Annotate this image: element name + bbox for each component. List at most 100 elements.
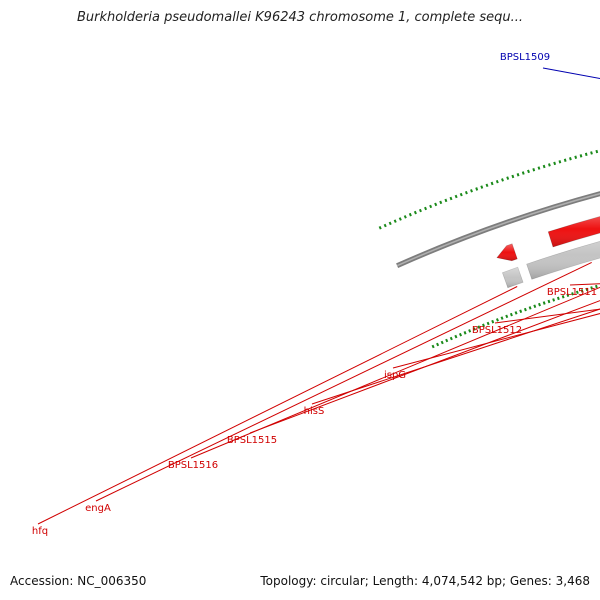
- inner-tick-minor: [477, 325, 481, 329]
- inner-tick-minor: [505, 314, 509, 319]
- inner-tick-minor: [454, 334, 458, 339]
- tick-minor: [553, 161, 557, 166]
- tick-minor: [454, 194, 458, 199]
- gene-label-hfq[interactable]: hfq: [32, 526, 48, 537]
- gene-label-enga[interactable]: engA: [85, 503, 111, 514]
- tick-minor: [444, 198, 448, 203]
- tick-minor: [398, 217, 402, 221]
- inner-tick-minor: [509, 312, 513, 317]
- inner-tick-minor: [445, 338, 449, 343]
- tick-minor: [506, 176, 510, 180]
- tick-minor: [511, 174, 515, 179]
- tick-minor: [449, 196, 453, 201]
- tick-minor: [569, 157, 572, 161]
- inner-tick-minor: [552, 298, 556, 302]
- gene-block-0-shading: [502, 267, 524, 288]
- tick-minor: [558, 160, 562, 164]
- tick-minor: [527, 169, 530, 174]
- inner-tick-minor: [528, 306, 532, 310]
- tick-minor: [495, 179, 499, 184]
- tick-minor: [595, 149, 599, 154]
- tick-minor: [521, 171, 525, 175]
- inner-tick-minor: [482, 323, 486, 328]
- tick-minor: [548, 163, 551, 167]
- inner-tick-minor: [486, 321, 490, 326]
- inner-tick-minor: [523, 307, 527, 312]
- inner-tick-minor: [500, 316, 504, 320]
- gene-label-leader: [190, 286, 600, 459]
- gene-label-layer: BPSL1509BPSL1511BPSL1512ispGhisSBPSL1515…: [32, 52, 600, 537]
- kbp-tick-track: 1748 kbp1749 kbp1750 kbp1751 kbp1752 kbp…: [378, 149, 600, 349]
- accession-text: Accession: NC_006350: [10, 574, 147, 588]
- inner-tick-minor: [590, 286, 594, 290]
- tick-minor: [378, 225, 382, 230]
- gene-label-leader: [392, 313, 600, 369]
- tick-minor: [542, 164, 546, 169]
- tick-minor: [475, 187, 479, 191]
- inner-tick-minor: [561, 295, 565, 299]
- tick-minor: [464, 190, 468, 195]
- tick-minor: [584, 152, 588, 157]
- inner-tick-minor: [458, 332, 463, 337]
- inner-tick-minor: [566, 293, 570, 297]
- tick-minor: [413, 210, 417, 215]
- inner-tick-minor: [440, 340, 444, 345]
- inner-tick-minor: [491, 319, 495, 324]
- inner-tick-minor: [519, 309, 523, 314]
- sequence-ring: [396, 191, 600, 268]
- tick-minor: [485, 183, 489, 188]
- gene-label-hiss[interactable]: hisS: [304, 406, 325, 417]
- tick-minor: [590, 151, 593, 155]
- inner-tick-minor: [463, 331, 467, 335]
- tick-minor: [501, 178, 504, 182]
- cds-forward-arrow-0-shading: [496, 243, 518, 261]
- tick-minor: [470, 189, 473, 193]
- tick-minor: [459, 192, 463, 197]
- inner-tick-minor: [595, 284, 598, 289]
- gene-block-1-shading: [526, 241, 600, 280]
- tick-minor: [516, 173, 520, 177]
- tick-minor: [383, 223, 387, 228]
- inner-tick-minor: [431, 344, 435, 349]
- inner-tick-minor: [468, 329, 472, 333]
- tick-minor: [429, 204, 433, 209]
- gene-label-leader: [249, 300, 600, 434]
- inner-tick-minor: [575, 290, 579, 295]
- inner-tick-minor: [571, 292, 574, 296]
- inner-tick-minor: [472, 327, 476, 331]
- tick-minor: [424, 206, 428, 211]
- inner-tick-minor: [436, 342, 440, 347]
- inner-tick-minor: [547, 299, 551, 304]
- tick-minor: [439, 200, 443, 205]
- tick-minor: [537, 166, 541, 170]
- inner-tick-minor: [556, 296, 560, 301]
- gene-label-bpsl1509[interactable]: BPSL1509: [500, 52, 550, 63]
- inner-tick-minor: [495, 318, 499, 322]
- tick-minor: [403, 215, 407, 219]
- inner-tick-minor: [514, 311, 518, 315]
- tick-minor: [532, 168, 536, 172]
- tick-minor: [434, 202, 438, 207]
- cds-forward-arrow-1-shading: [548, 216, 600, 247]
- gene-label-bpsl1515[interactable]: BPSL1515: [227, 435, 277, 446]
- tick-minor: [579, 154, 583, 158]
- inner-tick-minor: [585, 287, 589, 292]
- tick-minor: [490, 181, 494, 186]
- tick-minor: [388, 221, 392, 226]
- inner-tick-minor: [542, 301, 546, 305]
- tick-minor: [418, 208, 422, 213]
- topology-text: Topology: circular; Length: 4,074,542 bp…: [260, 574, 590, 588]
- backbone-highlight: [396, 192, 600, 267]
- tick-minor: [563, 158, 567, 162]
- gene-label-ispg[interactable]: ispG: [384, 370, 406, 381]
- gene-label-bpsl1511[interactable]: BPSL1511: [547, 287, 597, 298]
- tick-minor: [408, 212, 412, 217]
- inner-tick-minor: [538, 302, 541, 307]
- gene-label-leader: [95, 261, 592, 502]
- gene-label-bpsl1516[interactable]: BPSL1516: [168, 460, 218, 471]
- feature-track: [496, 216, 600, 289]
- map-title: Burkholderia pseudomallei K96243 chromos…: [76, 10, 524, 25]
- tick-minor: [574, 155, 578, 159]
- gene-label-leader: [37, 286, 518, 525]
